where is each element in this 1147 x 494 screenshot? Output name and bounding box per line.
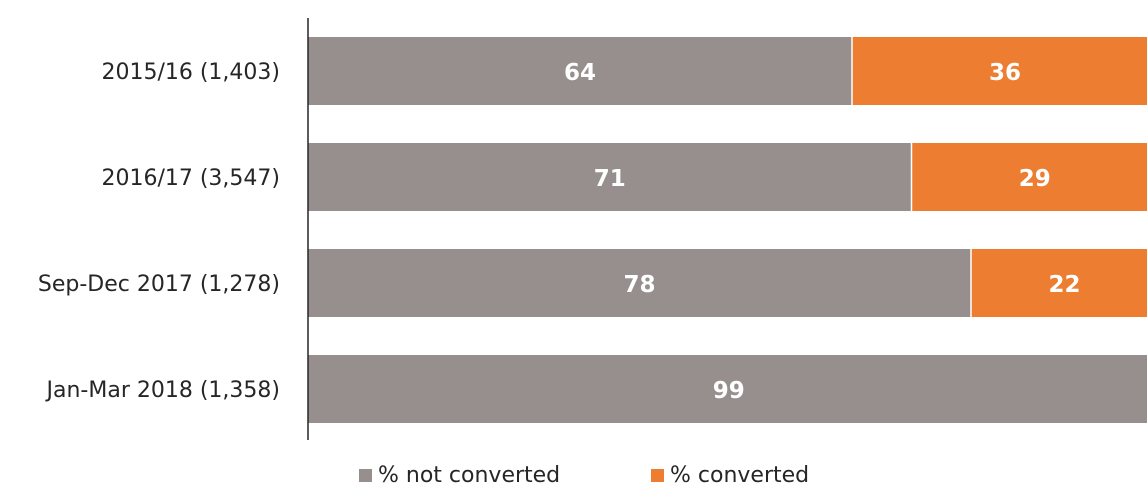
- bar-segment-not-converted: [308, 355, 1147, 423]
- data-label: 1: [1146, 378, 1147, 404]
- bar-segment-not-converted: [308, 37, 852, 105]
- category-label: Sep-Dec 2017 (1,278): [38, 272, 280, 297]
- bar-segment-not-converted: [308, 143, 912, 211]
- legend-swatch: [359, 469, 372, 482]
- bar-segment-converted: [971, 249, 1147, 317]
- legend: % not converted % converted: [359, 463, 809, 488]
- legend-swatch: [651, 469, 664, 482]
- data-label: 22: [1048, 272, 1080, 298]
- data-label: 99: [713, 378, 745, 404]
- category-label: 2015/16 (1,403): [101, 60, 280, 85]
- category-label: Jan-Mar 2018 (1,358): [45, 378, 280, 403]
- bar-segment-converted: [852, 37, 1147, 105]
- data-label: 71: [594, 166, 626, 192]
- bar-segment-not-converted: [308, 249, 971, 317]
- bars-layer: [308, 37, 1147, 423]
- category-label: 2016/17 (3,547): [101, 166, 280, 191]
- data-label: 29: [1019, 166, 1051, 192]
- data-label: 64: [564, 60, 596, 86]
- legend-label: % converted: [670, 463, 809, 488]
- legend-label: % not converted: [378, 463, 560, 488]
- labels-layer: 2015/16 (1,403) 64 36 2016/17 (3,547) 71 29 Se…: [38, 60, 1147, 404]
- bar-segment-converted: [911, 143, 1147, 211]
- data-label: 36: [989, 60, 1021, 86]
- data-label: 78: [623, 272, 655, 298]
